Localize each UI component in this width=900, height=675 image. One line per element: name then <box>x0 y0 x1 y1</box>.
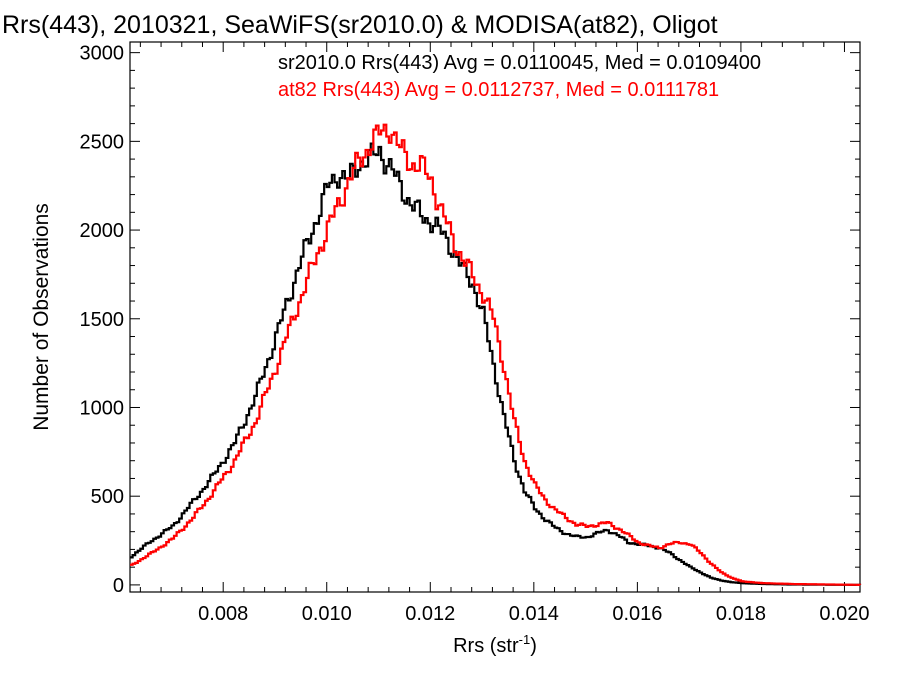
series-layer <box>130 123 862 586</box>
annotation-red: at82 Rrs(443) Avg = 0.0112737, Med = 0.0… <box>278 79 719 101</box>
annotation-black: sr2010.0 Rrs(443) Avg = 0.0110045, Med =… <box>278 52 761 74</box>
x-tick-label: 0.016 <box>612 603 662 625</box>
y-tick-label: 2500 <box>80 131 125 153</box>
x-axis-label-end: ) <box>530 635 537 657</box>
plot-frame <box>129 41 861 593</box>
y-tick-label: 1000 <box>80 397 125 419</box>
y-tick-label: 2000 <box>80 220 125 242</box>
x-axis: 0.008 0.010 0.012 0.014 0.016 0.018 0.020 <box>139 42 869 625</box>
x-axis-label: Rrs (str-1) <box>453 632 537 657</box>
x-tick-label: 0.014 <box>509 603 559 625</box>
y-axis: 0 500 1000 1500 2000 2500 3000 <box>80 43 860 597</box>
x-tick-label: 0.020 <box>819 603 869 625</box>
y-tick-label: 3000 <box>80 43 125 65</box>
x-tick-label: 0.018 <box>716 603 766 625</box>
y-axis-label: Number of Observations <box>30 203 53 431</box>
series-line-red <box>130 123 862 586</box>
chart-title: Rrs(443), 2010321, SeaWiFS(sr2010.0) & M… <box>2 11 718 39</box>
x-axis-label-sup: -1 <box>519 632 531 647</box>
y-tick-label: 500 <box>91 486 124 508</box>
x-tick-label: 0.008 <box>198 603 248 625</box>
x-tick-label: 0.012 <box>405 603 455 625</box>
x-axis-label-main: Rrs (str <box>453 635 519 657</box>
y-tick-label: 1500 <box>80 309 125 331</box>
x-tick-label: 0.010 <box>302 603 352 625</box>
y-tick-label: 0 <box>113 575 124 597</box>
series-line-black <box>130 142 862 586</box>
